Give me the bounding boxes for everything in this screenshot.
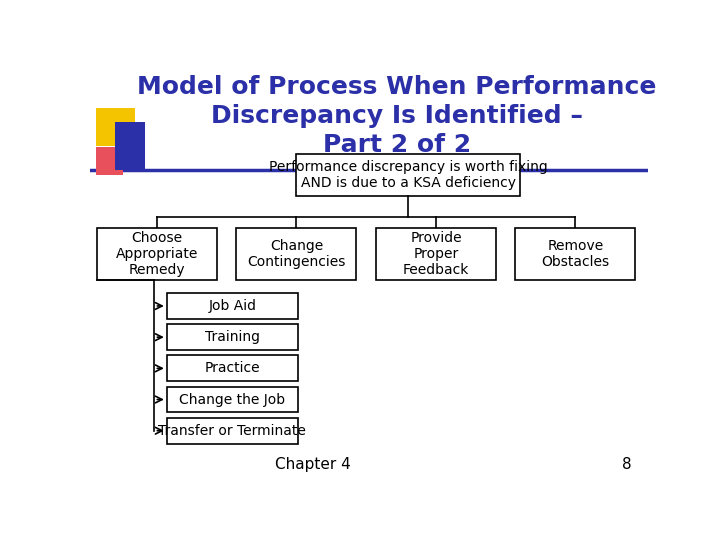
Text: Training: Training (204, 330, 260, 344)
FancyBboxPatch shape (376, 228, 496, 280)
FancyBboxPatch shape (114, 122, 145, 170)
FancyBboxPatch shape (297, 154, 520, 196)
FancyBboxPatch shape (97, 228, 217, 280)
Text: Discrepancy Is Identified –: Discrepancy Is Identified – (211, 104, 583, 129)
Text: Provide
Proper
Feedback: Provide Proper Feedback (402, 231, 469, 277)
Text: Model of Process When Performance: Model of Process When Performance (138, 75, 657, 99)
Text: Change the Job: Change the Job (179, 393, 285, 407)
Text: Transfer or Terminate: Transfer or Terminate (158, 424, 306, 438)
FancyBboxPatch shape (167, 387, 298, 413)
Text: 8: 8 (621, 457, 631, 472)
Text: Choose
Appropriate
Remedy: Choose Appropriate Remedy (116, 231, 198, 277)
FancyBboxPatch shape (167, 418, 298, 443)
Text: Remove
Obstacles: Remove Obstacles (541, 239, 610, 269)
Text: Part 2 of 2: Part 2 of 2 (323, 133, 471, 157)
Text: Performance discrepancy is worth fixing
AND is due to a KSA deficiency: Performance discrepancy is worth fixing … (269, 160, 547, 190)
Text: Chapter 4: Chapter 4 (275, 457, 351, 472)
FancyBboxPatch shape (96, 147, 124, 175)
FancyBboxPatch shape (96, 109, 135, 146)
Text: Practice: Practice (204, 361, 260, 375)
FancyBboxPatch shape (516, 228, 636, 280)
FancyBboxPatch shape (236, 228, 356, 280)
FancyBboxPatch shape (167, 293, 298, 319)
Text: Job Aid: Job Aid (208, 299, 256, 313)
FancyBboxPatch shape (167, 355, 298, 381)
Text: Change
Contingencies: Change Contingencies (247, 239, 346, 269)
FancyBboxPatch shape (167, 324, 298, 350)
